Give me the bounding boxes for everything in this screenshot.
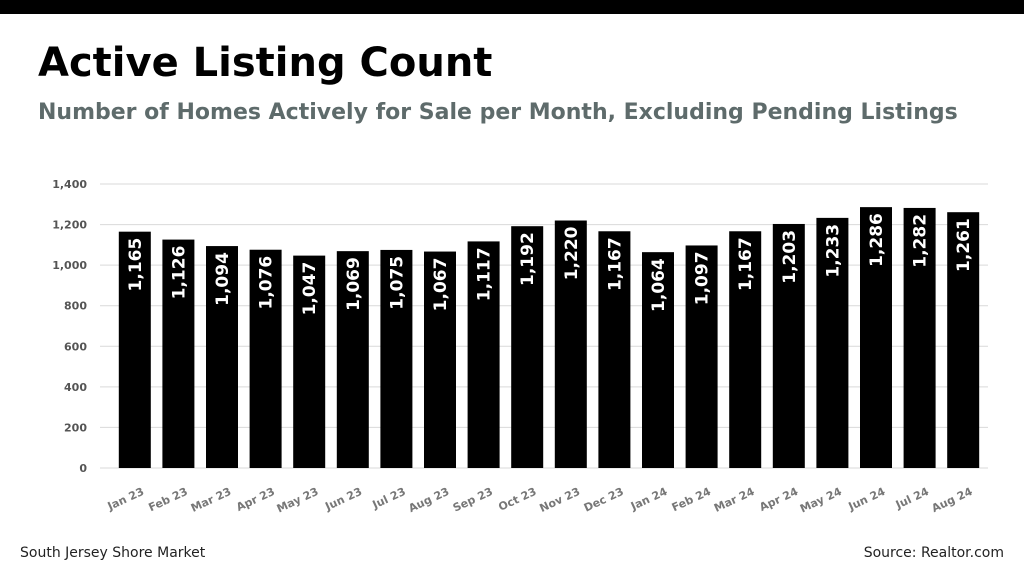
bar [511,226,544,468]
value-label: 1,067 [431,258,451,312]
value-label: 1,167 [605,237,625,291]
value-label: 1,286 [867,213,887,267]
footer-right: Source: Realtor.com [864,545,1004,561]
bar [772,223,805,468]
bar [249,249,282,468]
value-label: 1,126 [169,246,189,300]
chart-subtitle: Number of Homes Actively for Sale per Mo… [38,100,958,125]
x-tick-label: Nov 23 [538,485,583,515]
y-tick-label: 600 [64,340,87,353]
x-tick-label: Mar 24 [712,485,757,515]
value-label: 1,192 [518,232,538,286]
bar [903,207,936,469]
x-tick-label: Jun 23 [322,485,364,514]
y-tick-label: 800 [64,300,87,313]
x-tick-label: Mar 23 [189,485,233,515]
x-tick-label: Aug 23 [406,485,451,515]
x-tick-label: Apr 23 [234,485,277,514]
x-tick-label: Jul 24 [893,485,931,512]
bar [424,251,456,468]
x-tick-label: Feb 23 [147,485,190,514]
bar [206,246,238,468]
x-tick-label: Jul 23 [370,485,408,512]
x-tick-label: Aug 24 [930,485,975,515]
bar [860,207,892,468]
bar [118,231,151,468]
bar [336,251,369,468]
value-label: 1,069 [344,257,364,311]
bar [380,249,413,468]
x-tick-label: Feb 24 [670,485,713,514]
footer-left: South Jersey Shore Market [20,545,206,561]
x-tick-label: Jun 24 [846,485,888,514]
bar [947,212,980,468]
value-label: 1,117 [475,247,495,301]
x-tick-label: May 24 [798,485,844,516]
x-tick-label: Oct 23 [496,485,538,514]
x-tick-label: Jan 24 [628,485,670,514]
y-tick-label: 200 [64,421,87,434]
value-label: 1,220 [562,226,582,280]
x-tick-label: Sep 23 [451,485,495,515]
bar [162,239,195,468]
value-label: 1,075 [387,256,407,310]
value-label: 1,165 [126,238,146,292]
y-tick-label: 1,000 [52,259,87,272]
value-label: 1,233 [823,224,843,278]
value-label: 1,094 [213,252,233,306]
value-label: 1,097 [693,251,713,305]
chart-title: Active Listing Count [38,40,492,86]
x-tick-label: Dec 23 [582,485,626,515]
bar [554,220,587,468]
y-tick-label: 400 [64,381,87,394]
bar [467,241,500,468]
bar [642,252,674,468]
value-label: 1,167 [736,237,756,291]
y-tick-label: 1,200 [52,219,87,232]
x-tick-label: Apr 24 [757,485,800,514]
value-label: 1,261 [954,218,974,272]
bar [816,217,849,468]
top-bar [0,0,1024,14]
value-label: 1,076 [257,256,277,310]
value-label: 1,282 [911,214,931,268]
y-tick-label: 1,400 [52,178,87,191]
value-label: 1,047 [300,262,320,316]
bar [598,231,631,468]
x-tick-label: Jan 23 [105,485,146,513]
bar [729,231,762,468]
y-tick-label: 0 [79,462,87,475]
value-label: 1,064 [649,258,669,312]
x-tick-label: May 23 [275,485,321,516]
bar [293,255,326,468]
value-label: 1,203 [780,230,800,284]
bar [685,245,718,468]
